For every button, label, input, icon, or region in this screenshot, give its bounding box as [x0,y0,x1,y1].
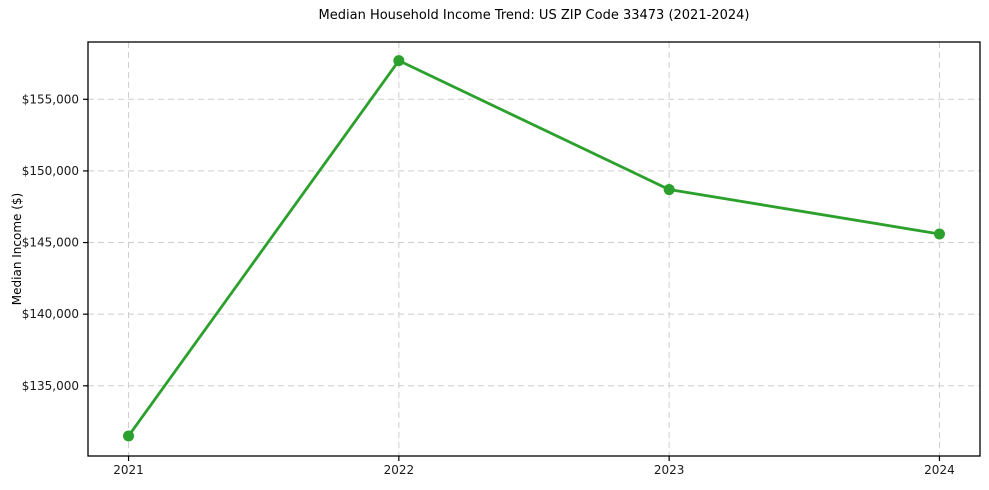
data-point-2024 [933,228,945,240]
data-point-2021 [123,430,135,442]
y-tick-label: $155,000 [22,92,79,106]
y-tick-label: $145,000 [22,236,79,250]
trend-line [127,59,941,438]
y-tick-label: $135,000 [22,379,79,393]
x-tick-label: 2022 [384,463,415,477]
data-point-2022 [393,55,405,67]
chart-title: Median Household Income Trend: US ZIP Co… [318,8,750,23]
x-tick-label: 2024 [924,463,955,477]
y-tick-label: $150,000 [22,164,79,178]
axes-frame [87,41,981,457]
x-tick-label: 2021 [113,463,144,477]
data-point-2023 [663,184,675,196]
x-tick-label: 2023 [654,463,685,477]
y-tick-label: $140,000 [22,307,79,321]
